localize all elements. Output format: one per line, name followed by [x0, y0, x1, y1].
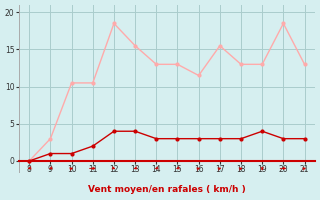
X-axis label: Vent moyen/en rafales ( km/h ): Vent moyen/en rafales ( km/h ) [88, 185, 246, 194]
